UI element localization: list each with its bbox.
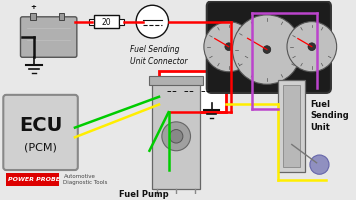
Circle shape — [263, 46, 271, 53]
Circle shape — [169, 130, 183, 143]
FancyBboxPatch shape — [207, 1, 331, 93]
Circle shape — [287, 22, 337, 72]
FancyBboxPatch shape — [3, 95, 78, 170]
Text: Fuel Pump: Fuel Pump — [119, 190, 168, 199]
Circle shape — [225, 43, 232, 51]
Text: Diagnostic Tools: Diagnostic Tools — [63, 180, 108, 185]
Circle shape — [162, 122, 190, 151]
Bar — [152, 83, 200, 189]
Text: 20: 20 — [102, 18, 111, 27]
Circle shape — [310, 155, 329, 174]
Bar — [278, 80, 305, 172]
Bar — [150, 76, 203, 85]
Bar — [119, 19, 124, 25]
Bar — [94, 15, 119, 28]
FancyBboxPatch shape — [21, 17, 77, 57]
Text: ECU: ECU — [19, 116, 62, 135]
Bar — [89, 19, 94, 25]
Text: +: + — [30, 4, 36, 10]
Circle shape — [232, 15, 301, 84]
Bar — [283, 85, 300, 167]
Text: Automotive: Automotive — [63, 174, 95, 179]
Text: Fuel Sending
Unit Connector: Fuel Sending Unit Connector — [130, 45, 188, 66]
Bar — [59, 13, 64, 20]
Bar — [6, 173, 59, 186]
Circle shape — [204, 22, 253, 72]
Text: (PCM): (PCM) — [24, 143, 57, 153]
Text: POWER PROBE: POWER PROBE — [8, 177, 60, 182]
Text: Fuel
Sending
Unit: Fuel Sending Unit — [310, 100, 349, 132]
Circle shape — [136, 5, 168, 38]
Circle shape — [308, 43, 316, 51]
Bar — [30, 13, 36, 20]
Bar — [159, 71, 226, 112]
